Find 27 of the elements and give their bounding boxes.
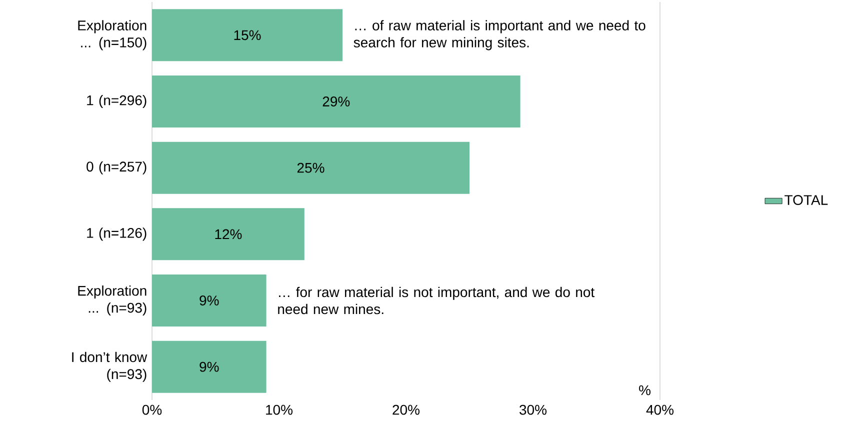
x-tick-label: 40% bbox=[646, 404, 674, 415]
y-tick-label: Exploration ... (n=150) bbox=[78, 20, 146, 50]
annotation: … for raw material is not important, and we do not need new mines. bbox=[278, 286, 594, 314]
y-tick-label: 1 (n=296) bbox=[87, 94, 146, 108]
text: 9% bbox=[200, 296, 219, 306]
text: 15% bbox=[234, 30, 261, 40]
legend-label: TOTAL bbox=[784, 195, 828, 205]
x-tick-label: 0% bbox=[142, 404, 162, 415]
y-tick-label: Exploration ... (n=93) bbox=[78, 285, 146, 316]
text: 9% bbox=[200, 362, 219, 372]
text: 29% bbox=[322, 96, 350, 106]
x-tick-label: 30% bbox=[520, 404, 547, 415]
bar bbox=[152, 9, 342, 62]
bar bbox=[152, 208, 304, 260]
x-tick-label: 20% bbox=[392, 404, 420, 415]
y-tick-label: I don’t know (n=93) bbox=[72, 352, 148, 382]
bar bbox=[152, 274, 266, 327]
y-tick-label: 1 (n=126) bbox=[87, 228, 146, 241]
y-tick-label: 0 (n=257) bbox=[86, 161, 146, 174]
bar bbox=[152, 76, 520, 128]
text: 25% bbox=[297, 162, 324, 173]
text: 12% bbox=[215, 229, 242, 240]
bar bbox=[152, 142, 470, 194]
x-tick-label: 10% bbox=[266, 404, 293, 415]
x-axis-title: % bbox=[639, 385, 650, 396]
bar bbox=[152, 340, 266, 393]
annotation: … of raw material is important and we need to search for new mining sites. bbox=[354, 20, 646, 50]
